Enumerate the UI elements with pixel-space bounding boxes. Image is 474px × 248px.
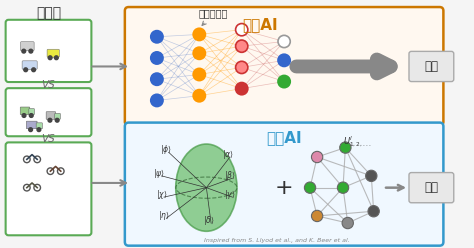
Text: $|\psi\rangle$: $|\psi\rangle$ <box>153 167 165 180</box>
Text: $|\chi\rangle$: $|\chi\rangle$ <box>156 188 167 201</box>
Text: $|\alpha\rangle$: $|\alpha\rangle$ <box>222 148 234 161</box>
FancyBboxPatch shape <box>20 42 34 51</box>
Text: $|\eta\rangle$: $|\eta\rangle$ <box>158 210 170 222</box>
FancyBboxPatch shape <box>6 142 91 235</box>
Text: $|\gamma\rangle$: $|\gamma\rangle$ <box>224 188 236 201</box>
Circle shape <box>151 94 163 107</box>
Circle shape <box>24 68 27 72</box>
Circle shape <box>151 52 163 64</box>
Circle shape <box>151 31 163 43</box>
Circle shape <box>365 170 377 182</box>
Circle shape <box>193 68 205 81</box>
FancyBboxPatch shape <box>47 49 59 57</box>
Circle shape <box>55 118 59 122</box>
FancyBboxPatch shape <box>46 112 55 119</box>
FancyBboxPatch shape <box>55 113 60 119</box>
Circle shape <box>193 47 205 59</box>
FancyBboxPatch shape <box>125 7 443 125</box>
Text: $|\delta\rangle$: $|\delta\rangle$ <box>203 214 215 227</box>
Text: VS: VS <box>42 134 55 144</box>
Text: 結果: 結果 <box>424 181 438 194</box>
Text: $|\beta\rangle$: $|\beta\rangle$ <box>224 169 236 182</box>
Circle shape <box>48 56 52 60</box>
Circle shape <box>55 56 58 60</box>
Circle shape <box>22 114 26 117</box>
Circle shape <box>304 182 316 193</box>
Circle shape <box>278 54 290 66</box>
Circle shape <box>278 75 290 88</box>
Text: Inspired from S. Llyod et al., and K. Beer et al.: Inspired from S. Llyod et al., and K. Be… <box>204 238 350 243</box>
FancyBboxPatch shape <box>409 173 454 203</box>
Circle shape <box>48 118 52 122</box>
FancyBboxPatch shape <box>409 51 454 82</box>
Circle shape <box>29 128 33 131</box>
Text: $U^l_{1,2,...}$: $U^l_{1,2,...}$ <box>343 135 372 149</box>
Circle shape <box>193 28 205 40</box>
Text: 古典AI: 古典AI <box>243 17 278 32</box>
Circle shape <box>29 114 33 117</box>
Circle shape <box>37 128 41 131</box>
Circle shape <box>32 68 36 72</box>
Circle shape <box>236 40 248 52</box>
Circle shape <box>29 49 33 53</box>
Circle shape <box>368 206 379 217</box>
Text: データ: データ <box>36 6 61 20</box>
FancyBboxPatch shape <box>22 61 37 69</box>
Text: 量子AI: 量子AI <box>266 131 302 146</box>
FancyBboxPatch shape <box>27 121 37 129</box>
Text: +: + <box>275 178 293 198</box>
FancyBboxPatch shape <box>36 123 42 129</box>
FancyBboxPatch shape <box>125 123 443 246</box>
Circle shape <box>151 73 163 85</box>
FancyBboxPatch shape <box>6 88 91 136</box>
Circle shape <box>236 61 248 74</box>
Text: 結果: 結果 <box>424 60 438 73</box>
Circle shape <box>236 83 248 95</box>
Ellipse shape <box>176 144 237 231</box>
Circle shape <box>342 217 354 229</box>
Circle shape <box>337 182 349 193</box>
Circle shape <box>236 24 248 36</box>
Circle shape <box>22 49 26 53</box>
FancyBboxPatch shape <box>6 20 91 82</box>
Circle shape <box>193 90 205 102</box>
Text: $|\phi\rangle$: $|\phi\rangle$ <box>160 143 172 156</box>
Circle shape <box>340 142 351 153</box>
FancyBboxPatch shape <box>29 109 35 115</box>
Circle shape <box>278 35 290 48</box>
Text: ニューロン: ニューロン <box>199 8 228 25</box>
FancyBboxPatch shape <box>20 107 30 115</box>
Circle shape <box>311 151 323 163</box>
Circle shape <box>311 210 323 222</box>
Text: VS: VS <box>42 80 55 90</box>
